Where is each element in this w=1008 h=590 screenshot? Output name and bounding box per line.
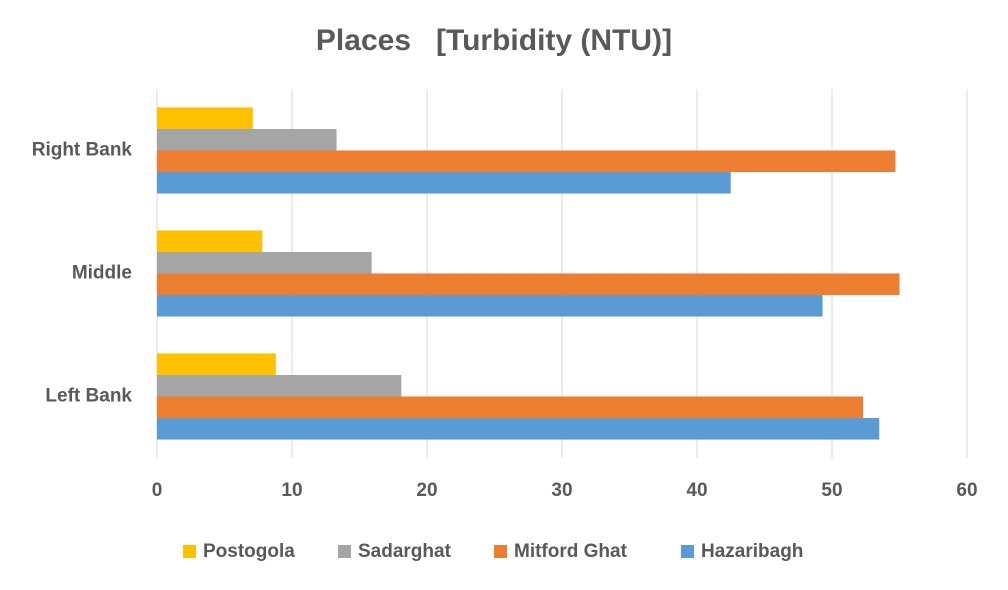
bar — [157, 273, 900, 296]
x-tick-label: 60 — [956, 480, 977, 501]
bar — [157, 128, 337, 151]
y-tick-label: Right Bank — [32, 140, 133, 161]
x-tick-label: 0 — [152, 480, 163, 501]
legend-swatch — [183, 545, 196, 558]
bar — [157, 353, 276, 375]
bar — [157, 374, 402, 397]
legend-label: Mitford Ghat — [514, 541, 628, 562]
x-tick-label: 20 — [416, 480, 437, 501]
bar — [157, 251, 372, 274]
legend-label: Hazaribagh — [701, 541, 803, 562]
legend-label: Sadarghat — [358, 541, 452, 562]
bar — [157, 150, 896, 173]
bar — [157, 230, 263, 252]
x-tick-label: 50 — [821, 480, 842, 501]
bar — [157, 295, 823, 317]
legend-swatch — [338, 545, 351, 558]
bar — [157, 418, 880, 440]
bar — [157, 107, 253, 129]
y-tick-label: Middle — [72, 263, 132, 284]
legend-swatch — [681, 545, 694, 558]
bar — [157, 396, 864, 419]
x-tick-label: 40 — [686, 480, 707, 501]
bar — [157, 172, 731, 194]
x-tick-label: 30 — [551, 480, 572, 501]
legend-swatch — [494, 545, 507, 558]
x-tick-label: 10 — [281, 480, 302, 501]
y-tick-label: Left Bank — [45, 386, 132, 407]
chart-title: Places [Turbidity (NTU)] — [316, 24, 672, 57]
legend-label: Postogola — [203, 541, 295, 562]
